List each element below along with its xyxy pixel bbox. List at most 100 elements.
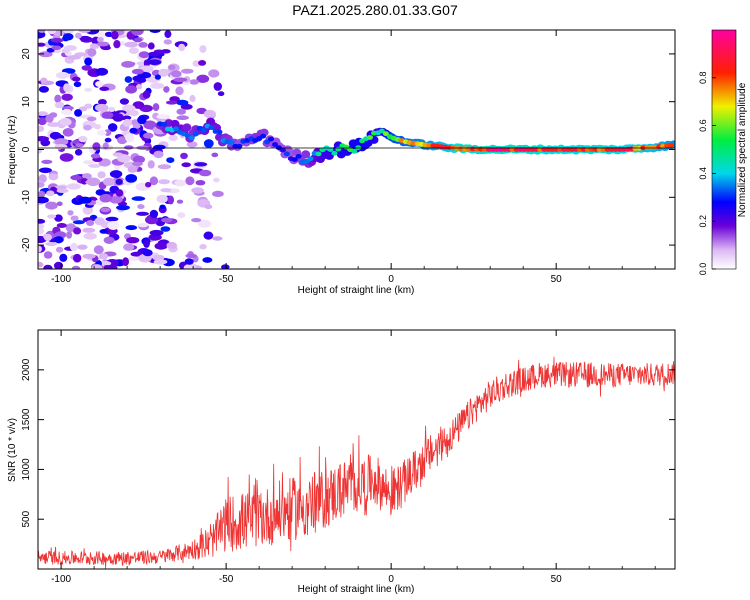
heatmap-cell: [212, 236, 223, 241]
heatmap-cell: [161, 217, 173, 223]
heatmap-cell: [56, 201, 63, 207]
heatmap-cell: [38, 227, 44, 235]
heatmap-cell: [92, 142, 101, 151]
colorbar-tick-label: 0.0: [698, 263, 708, 276]
heatmap-cell: [129, 110, 139, 117]
heatmap-cell: [124, 41, 138, 48]
heatmap-cell: [96, 129, 107, 136]
heatmap-cell: [176, 108, 186, 115]
heatmap-cell: [174, 179, 186, 187]
heatmap-cell: [77, 244, 88, 250]
heatmap-cell: [221, 264, 230, 269]
heatmap-cell: [166, 157, 175, 164]
heatmap-cell: [45, 114, 54, 123]
heatmap-cell: [199, 244, 207, 250]
heatmap-cell: [180, 103, 193, 110]
y-tick-label: 1500: [21, 408, 32, 431]
ridge-cell: [208, 125, 215, 130]
heatmap-cell: [40, 139, 51, 147]
heatmap-cell: [49, 131, 62, 140]
heatmap-cell: [46, 190, 55, 197]
heatmap-cell: [121, 61, 135, 68]
x-tick-label: -100: [51, 574, 71, 585]
heatmap-cell: [95, 67, 109, 76]
ridge-cell: [382, 131, 389, 137]
heatmap-cell: [70, 215, 79, 221]
heatmap-cell: [178, 43, 186, 52]
colorbar-tick-label: 0.6: [698, 119, 708, 132]
heatmap-cell: [54, 101, 65, 109]
heatmap-cell: [103, 265, 118, 269]
heatmap-cell: [153, 150, 164, 159]
heatmap-cell: [54, 138, 69, 146]
ridge-halo: [301, 150, 311, 159]
heatmap-cell: [183, 264, 193, 269]
colorbar-gradient: [711, 29, 737, 270]
ridge-cell: [268, 136, 274, 142]
ridge-cell: [331, 150, 338, 156]
heatmap-cell: [104, 137, 112, 143]
ridge-cell: [216, 129, 223, 135]
heatmap-cell: [38, 167, 52, 174]
heatmap-cell: [208, 69, 220, 78]
heatmap-cell: [157, 164, 172, 170]
heatmap-cell: [38, 181, 45, 188]
heatmap-cell: [43, 233, 52, 242]
heatmap-cell: [99, 229, 109, 234]
heatmap-cell: [63, 83, 70, 92]
heatmap-cell: [138, 223, 149, 228]
heatmap-cell: [154, 242, 168, 250]
spectrogram-panel: -100 -50 0 50 20 10 0 -10 -20 Height of straigh…: [7, 29, 676, 296]
heatmap-cell: [212, 190, 224, 197]
heatmap-cell: [94, 124, 101, 130]
heatmap-cell: [147, 42, 155, 50]
heatmap-cell: [38, 190, 46, 198]
heatmap-cell: [124, 76, 133, 83]
heatmap-cell: [131, 161, 143, 167]
heatmap-cell: [86, 177, 101, 187]
heatmap-cell: [82, 205, 94, 215]
heatmap-cell: [47, 214, 57, 219]
heatmap-cell: [196, 107, 207, 115]
heatmap-cell: [163, 86, 170, 93]
heatmap-cell: [160, 226, 171, 232]
heatmap-cell: [78, 106, 88, 112]
heatmap-cell: [38, 245, 42, 253]
heatmap-cell: [185, 176, 195, 186]
heatmap-cell: [128, 256, 141, 261]
heatmap-cell: [131, 30, 144, 36]
x-tick-label: 50: [551, 574, 563, 585]
heatmap-cell: [38, 86, 50, 93]
heatmap-cell: [159, 204, 166, 209]
heatmap-cell: [82, 173, 92, 180]
colorbar-tick-label: 0.4: [698, 167, 708, 180]
heatmap-cell: [62, 128, 74, 137]
heatmap-cell: [130, 251, 143, 257]
heatmap-cell: [180, 152, 188, 160]
snr-y-ticks: 500 1000 1500 2000: [21, 358, 675, 528]
heatmap-cell: [122, 118, 132, 127]
heatmap-cell: [79, 35, 91, 41]
heatmap-cell: [67, 55, 81, 60]
heatmap-cell: [95, 81, 104, 87]
heatmap-cell: [164, 30, 172, 39]
heatmap-cell: [176, 199, 184, 204]
heatmap-cell: [38, 42, 46, 47]
spectrogram-noise-cells: [38, 30, 230, 269]
heatmap-cell: [94, 103, 109, 112]
heatmap-cell: [78, 135, 88, 143]
x-tick-label: 0: [388, 274, 394, 285]
heatmap-cell: [74, 109, 83, 117]
heatmap-cell: [160, 49, 171, 54]
heatmap-cell: [189, 94, 196, 103]
heatmap-cell: [165, 100, 178, 105]
snr-x-label: Height of straight line (km): [298, 584, 415, 595]
heatmap-cell: [142, 249, 153, 257]
heatmap-cell: [147, 59, 162, 65]
heatmap-cell: [132, 101, 145, 109]
heatmap-cell: [176, 115, 189, 120]
colorbar-label: Normalized spectral amplitude: [737, 82, 748, 217]
heatmap-cell: [82, 253, 96, 259]
spectrogram-y-label: Frequency (Hz): [7, 116, 18, 185]
heatmap-cell: [108, 106, 116, 112]
